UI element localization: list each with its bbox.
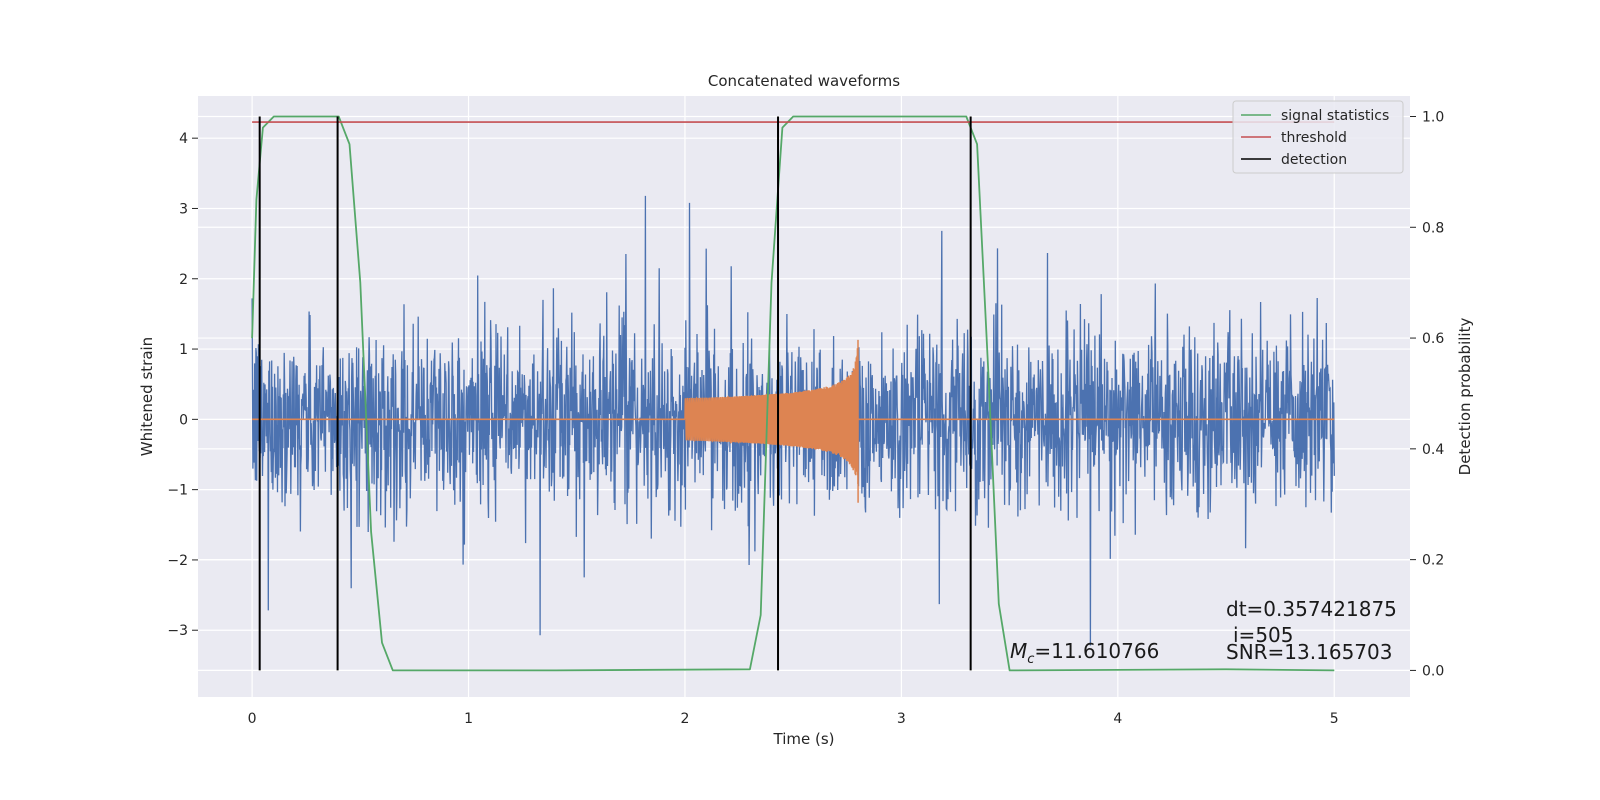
dt-annotation: dt=0.357421875: [1226, 597, 1397, 621]
y2-axis-ticks: 0.0 0.2 0.4 0.6 0.8 1.0: [1410, 109, 1444, 679]
y-tick-label: 1: [179, 342, 188, 358]
signal-statistics-series: [251, 115, 1335, 672]
x-tick-label: 2: [681, 711, 690, 727]
x-axis-label: Time (s): [773, 730, 835, 748]
legend-entry-detection: detection: [1281, 152, 1347, 168]
x-tick-label: 1: [464, 711, 473, 727]
x-tick-label: 5: [1330, 711, 1339, 727]
x-tick-label: 3: [897, 711, 906, 727]
x-tick-label: 4: [1113, 711, 1122, 727]
y2-tick-label: 1.0: [1422, 109, 1444, 125]
y-tick-label: 4: [179, 131, 188, 147]
chirp-mass-symbol: M: [1010, 639, 1027, 663]
y2-tick-label: 0.0: [1422, 663, 1444, 679]
legend: signal statistics threshold detection: [1232, 100, 1404, 174]
chirp-mass-value: =11.610766: [1034, 639, 1159, 663]
y-tick-label: −3: [167, 623, 188, 639]
y2-tick-label: 0.6: [1422, 331, 1444, 347]
y-axis-ticks: −3 −2 −1 0 1 2 3 4: [167, 131, 198, 639]
y-tick-label: 0: [179, 412, 188, 428]
y-tick-label: 3: [179, 201, 188, 217]
y2-tick-label: 0.8: [1422, 220, 1444, 236]
y2-axis-label: Detection probability: [1456, 318, 1474, 476]
x-tick-label: 0: [248, 711, 257, 727]
chirp-mass-annotation: Mc=11.610766: [1010, 639, 1159, 667]
x-axis-ticks: 0 1 2 3 4 5: [248, 711, 1339, 727]
signal-statistics-line: [251, 115, 1335, 672]
chirp-mass-subscript: c: [1027, 652, 1034, 667]
template-series: [252, 339, 1335, 503]
y-axis-label: Whitened strain: [138, 337, 156, 456]
template-chirp: [684, 339, 859, 503]
snr-annotation: SNR=13.165703: [1226, 640, 1392, 664]
detection-series: [258, 116, 972, 671]
index-annotation: i=505: [1233, 623, 1294, 647]
y-tick-label: −2: [167, 553, 188, 569]
y-tick-label: 2: [179, 272, 188, 288]
y-tick-label: −1: [167, 483, 188, 499]
chart-title: Concatenated waveforms: [708, 72, 900, 90]
legend-entry-threshold: threshold: [1281, 130, 1347, 146]
legend-entry-signal-statistics: signal statistics: [1281, 108, 1389, 124]
y2-tick-label: 0.4: [1422, 442, 1444, 458]
legend-box: [1232, 100, 1404, 174]
y2-tick-label: 0.2: [1422, 553, 1444, 569]
